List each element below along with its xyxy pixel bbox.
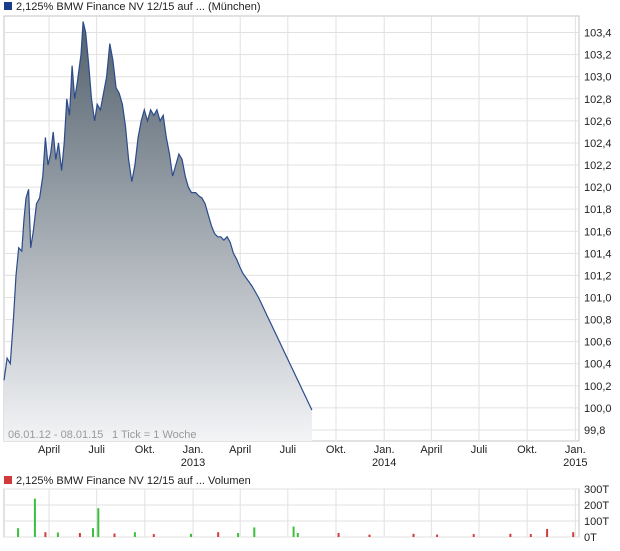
y-tick-label: 102,4 [584, 138, 612, 150]
volume-chart-title: 2,125% BMW Finance NV 12/15 auf ... Volu… [16, 475, 251, 487]
x-tick-year: 2013 [181, 457, 205, 469]
x-tick-label: Jan. [183, 444, 204, 456]
volume-bar [546, 529, 549, 537]
x-tick-year: 2014 [372, 457, 396, 469]
main-legend-swatch [4, 2, 12, 10]
volume-bar [190, 533, 192, 537]
main-y-axis-ticks: 103,4 103,2 103,0 102,8 102,6 102,4 102,2 102,0… [584, 28, 612, 437]
volume-bar [253, 527, 256, 537]
volume-bar [529, 534, 532, 537]
volume-y-axis-ticks: 300T 200T 100T 0T [584, 484, 609, 544]
volume-bar [17, 528, 20, 537]
volume-bar [509, 533, 512, 537]
y-tick-label: 101,8 [584, 204, 612, 216]
x-tick-label: Juli [88, 444, 105, 456]
volume-bar [368, 534, 371, 537]
volume-bar [44, 532, 47, 537]
volume-bar [152, 534, 155, 537]
volume-bar [133, 532, 136, 537]
volume-bar [113, 533, 116, 537]
volume-bar [33, 498, 36, 537]
y-tick-label: 102,0 [584, 182, 612, 194]
x-tick-label: Juli [471, 444, 488, 456]
y-tick-label: 102,8 [584, 94, 612, 106]
volume-bar [337, 533, 340, 537]
volume-bar [572, 532, 575, 537]
volume-bar [296, 533, 299, 537]
y-tick-label: 101,2 [584, 270, 612, 282]
x-tick-label: April [38, 444, 60, 456]
volume-gridlines [4, 488, 579, 538]
y-tick-label: 100,8 [584, 315, 612, 327]
x-tick-label: Okt. [517, 444, 537, 456]
x-tick-label: Okt. [135, 444, 155, 456]
y-tick-label: 101,4 [584, 248, 612, 260]
volume-bar [292, 526, 295, 537]
volume-bars [17, 498, 575, 537]
x-tick-label: Jan. [374, 444, 395, 456]
y-tick-label: 101,6 [584, 226, 612, 238]
volume-bar [97, 508, 100, 537]
y-tick-label: 103,4 [584, 28, 612, 40]
y-tick-label: 102,6 [584, 116, 612, 128]
x-tick-label: Okt. [326, 444, 346, 456]
x-tick-label: April [420, 444, 442, 456]
price-area [4, 21, 312, 441]
main-chart-title: 2,125% BMW Finance NV 12/15 auf ... (Mün… [16, 1, 261, 13]
y-tick-label: 103,0 [584, 72, 612, 84]
date-range-label: 06.01.12 - 08.01.15 [8, 429, 103, 441]
volume-bar [217, 532, 220, 537]
y-tick-label: 101,0 [584, 292, 612, 304]
y-tick-label: 100,4 [584, 359, 612, 371]
x-tick-label: Juli [280, 444, 297, 456]
y-tick-label: 102,2 [584, 160, 612, 172]
volume-bar [78, 533, 81, 537]
volume-bar [412, 533, 415, 537]
tick-note-label: 1 Tick = 1 Woche [112, 429, 196, 441]
volume-bar [472, 534, 475, 537]
volume-bar [56, 532, 59, 537]
volume-y-tick-label: 100T [584, 516, 609, 528]
y-tick-label: 100,0 [584, 403, 612, 415]
volume-legend-swatch [4, 476, 12, 484]
volume-y-tick-label: 0T [584, 532, 597, 544]
price-line [3, 21, 313, 411]
volume-plot-frame [3, 488, 580, 538]
y-tick-label: 100,2 [584, 381, 612, 393]
volume-bar [237, 533, 240, 537]
volume-bar [92, 528, 94, 537]
volume-bar [436, 534, 439, 537]
x-tick-label: April [229, 444, 251, 456]
x-tick-label: Jan. [565, 444, 586, 456]
volume-y-tick-label: 300T [584, 484, 609, 496]
volume-y-tick-label: 200T [584, 500, 609, 512]
x-tick-year: 2015 [563, 457, 587, 469]
y-tick-label: 103,2 [584, 50, 612, 62]
y-tick-label: 99,8 [584, 425, 605, 437]
y-tick-label: 100,6 [584, 337, 612, 349]
